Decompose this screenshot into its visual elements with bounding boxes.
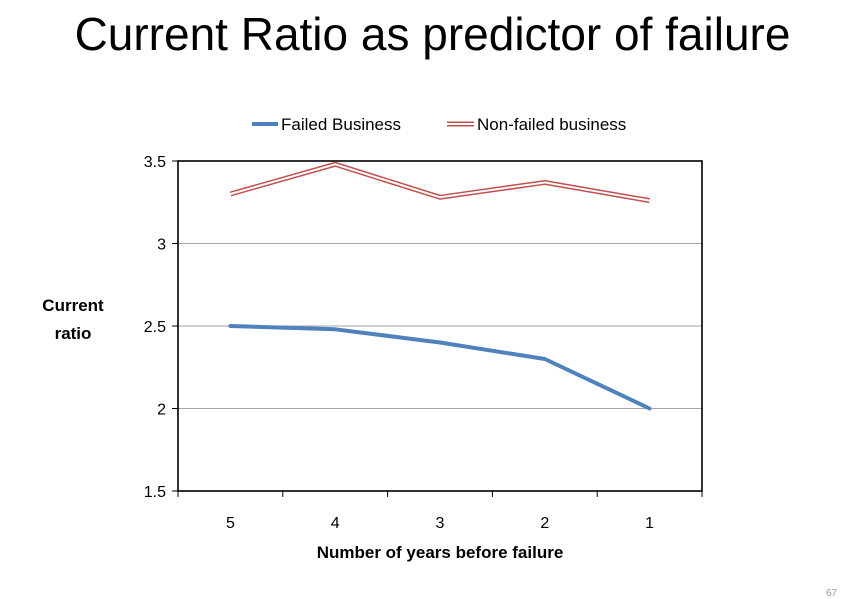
series-line-failed-business <box>228 324 652 411</box>
x-tick-label: 1 <box>645 515 654 532</box>
plot-area-frame <box>177 160 703 492</box>
y-axis-title-line-2: ratio <box>55 324 92 343</box>
x-axis-tick-labels: 5 4 3 2 1 <box>226 515 654 532</box>
y-axis-ticks: 1.5 2 2.5 3 3.5 <box>144 154 166 501</box>
page-number: 67 <box>826 588 838 599</box>
legend: Failed Business Non-failed business <box>252 115 626 134</box>
x-axis-title: Number of years before failure <box>317 543 564 562</box>
series-line-outline-non-failed-business <box>229 161 651 204</box>
y-tick-label: 3.5 <box>144 154 166 171</box>
series-lines <box>228 161 652 411</box>
legend-label-non-failed-business: Non-failed business <box>477 115 626 134</box>
legend-label-failed-business: Failed Business <box>281 115 401 134</box>
y-tick-label: 3 <box>157 237 166 254</box>
x-tick-label: 2 <box>540 515 549 532</box>
series-line-fill-non-failed-business <box>230 163 650 202</box>
x-axis-ticks <box>177 491 703 497</box>
x-tick-label: 3 <box>436 515 445 532</box>
y-tick-label: 1.5 <box>144 484 166 501</box>
x-tick-label: 5 <box>226 515 235 532</box>
y-tick-label: 2.5 <box>144 319 166 336</box>
slide-title: Current Ratio as predictor of failure <box>74 8 791 60</box>
x-tick-label: 4 <box>331 515 340 532</box>
y-axis-title-line-1: Current <box>42 296 104 315</box>
y-tick-label: 2 <box>157 402 166 419</box>
